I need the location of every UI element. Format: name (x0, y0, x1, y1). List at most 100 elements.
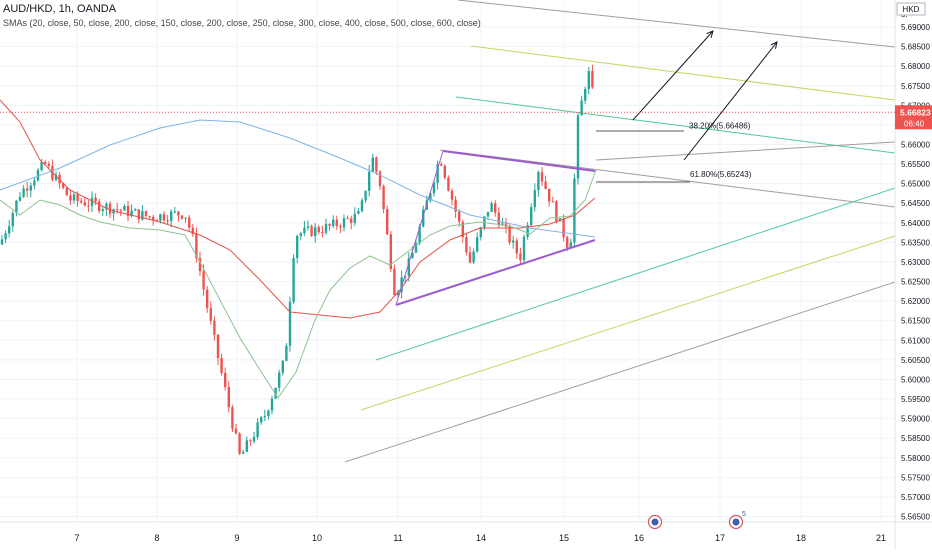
candle-body (144, 211, 148, 217)
candle-body (429, 193, 432, 201)
price-tick-label: 5.68000 (901, 62, 930, 71)
candle-body (440, 164, 443, 166)
price-tick-label: 5.61000 (901, 336, 930, 345)
date-tick-label: 16 (634, 533, 644, 543)
candle-body (242, 451, 245, 454)
candle-body (162, 214, 166, 221)
price-tick-label: 5.56500 (901, 513, 930, 522)
candle-body (267, 410, 270, 417)
candle-body (155, 219, 158, 221)
candle-body (159, 214, 162, 221)
candle-body (94, 197, 97, 202)
candle-body (177, 211, 180, 216)
candle-body (558, 218, 562, 222)
flag-icon (732, 518, 740, 526)
fib-label: 61.80%(5.65243) (690, 170, 752, 179)
price-tick-label: 5.65500 (901, 160, 930, 169)
candle-body (321, 232, 324, 234)
candle-body (342, 218, 346, 228)
candle-body (497, 212, 500, 226)
candle-body (519, 253, 522, 261)
price-tick-label: 5.57500 (901, 473, 930, 482)
candle-body (562, 218, 565, 238)
candle-body (486, 211, 490, 217)
candle-body (80, 200, 83, 203)
candle-body (184, 217, 187, 219)
trend-line (470, 45, 896, 101)
candle-body (364, 190, 367, 201)
candle-body (18, 196, 22, 201)
candle-body (346, 218, 349, 220)
candle-body (396, 292, 400, 296)
candle-body (270, 398, 274, 411)
candle-body (234, 428, 238, 434)
candle-body (299, 233, 302, 237)
candle-body (198, 258, 202, 272)
candle-body (454, 199, 457, 212)
candle-body (368, 171, 371, 191)
candle-body (353, 213, 356, 223)
candle-body (296, 236, 299, 259)
candle-body (526, 225, 529, 237)
candle-body (26, 188, 29, 191)
candle-body (422, 209, 425, 227)
candle-body (324, 223, 328, 233)
trend-line (344, 281, 896, 463)
candle-body (148, 216, 151, 218)
price-tick-label: 5.60000 (901, 375, 930, 384)
candle-body (180, 215, 184, 219)
candle-body (530, 207, 533, 226)
trend-line (439, 149, 896, 208)
date-tick-label: 21 (876, 533, 886, 543)
candle-body (29, 185, 32, 191)
candle-body (314, 227, 317, 237)
price-tick-label: 5.58000 (901, 454, 930, 463)
candle-body (288, 301, 292, 346)
candle-body (126, 205, 130, 217)
candle-body (573, 178, 576, 243)
date-tick-label: 9 (234, 533, 239, 543)
candle-body (303, 227, 306, 234)
candle-body (76, 194, 79, 201)
candle-body (8, 226, 11, 234)
candle-body (116, 209, 119, 211)
projection-arrow (683, 41, 778, 161)
candle-body (65, 187, 68, 196)
candle-body (170, 211, 173, 222)
candle-body (310, 226, 313, 237)
chart-header: AUD/HKD, 1h, OANDA SMAs (20, close, 50, … (3, 3, 481, 28)
date-tick-label: 14 (476, 533, 486, 543)
price-tick-label: 5.59500 (901, 395, 930, 404)
candle-body (141, 211, 144, 220)
trend-line (375, 187, 896, 361)
candle-body (213, 320, 216, 335)
candle-body (522, 236, 526, 261)
candle-body (576, 115, 580, 179)
candle-body (44, 161, 47, 164)
candle-body (357, 211, 360, 214)
candle-body (62, 183, 65, 188)
candle-body (317, 227, 320, 233)
candle-body (90, 197, 94, 206)
price-tick-label: 5.69000 (901, 23, 930, 32)
candle-body (188, 217, 191, 228)
price-tick-label: 5.65000 (901, 180, 930, 189)
event-count-label: 5 (742, 511, 746, 518)
candle-body (0, 239, 4, 245)
candle-body (256, 422, 259, 438)
sma-200-line (0, 119, 596, 238)
trend-line (455, 96, 896, 154)
candle-body (591, 71, 594, 88)
candle-body (407, 258, 410, 277)
candle-body (227, 387, 230, 408)
candle-body (292, 258, 295, 302)
candle-body (512, 240, 515, 243)
candle-body (134, 209, 137, 211)
candle-body (360, 200, 364, 212)
triangle-upper-line (442, 150, 596, 172)
candle-body (15, 200, 18, 213)
price-tick-label: 5.61500 (901, 317, 930, 326)
candle-body (202, 271, 205, 290)
